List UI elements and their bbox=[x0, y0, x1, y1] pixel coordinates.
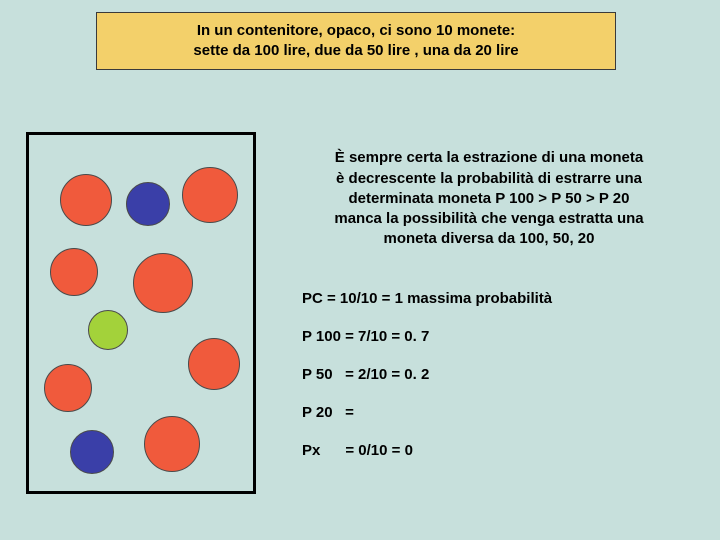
explanation-line: moneta diversa da 100, 50, 20 bbox=[384, 229, 595, 249]
probability-box: PC = 10/10 = 1 massima probabilità P 100 … bbox=[294, 282, 690, 492]
coin-50 bbox=[70, 430, 114, 474]
coin-50 bbox=[126, 182, 170, 226]
coin-100 bbox=[50, 248, 98, 296]
probability-line: PC = 10/10 = 1 massima probabilità bbox=[302, 290, 552, 307]
probability-line: P 50 = 2/10 = 0. 2 bbox=[302, 366, 429, 383]
coin-100 bbox=[188, 338, 240, 390]
coin-100 bbox=[133, 253, 193, 313]
explanation-line: è decrescente la probabilità di estrarre… bbox=[336, 169, 642, 189]
probability-line: Px = 0/10 = 0 bbox=[302, 442, 413, 459]
slide: In un contenitore, opaco, ci sono 10 mon… bbox=[0, 0, 720, 540]
coin-100 bbox=[60, 174, 112, 226]
explanation-line: determinata moneta P 100 > P 50 > P 20 bbox=[349, 189, 630, 209]
coin-100 bbox=[182, 167, 238, 223]
explanation-line: manca la possibilità che venga estratta … bbox=[334, 209, 643, 229]
coin-100 bbox=[44, 364, 92, 412]
header-line-2: sette da 100 lire, due da 50 lire , una … bbox=[193, 41, 518, 61]
probability-line: P 20 = bbox=[302, 404, 354, 421]
coin-20 bbox=[88, 310, 128, 350]
explanation-box: È sempre certa la estrazione di una mone… bbox=[280, 140, 698, 258]
probability-line: P 100 = 7/10 = 0. 7 bbox=[302, 328, 429, 345]
header-box: In un contenitore, opaco, ci sono 10 mon… bbox=[96, 12, 616, 70]
explanation-line: È sempre certa la estrazione di una mone… bbox=[335, 148, 643, 168]
coin-100 bbox=[144, 416, 200, 472]
header-line-1: In un contenitore, opaco, ci sono 10 mon… bbox=[197, 21, 515, 41]
